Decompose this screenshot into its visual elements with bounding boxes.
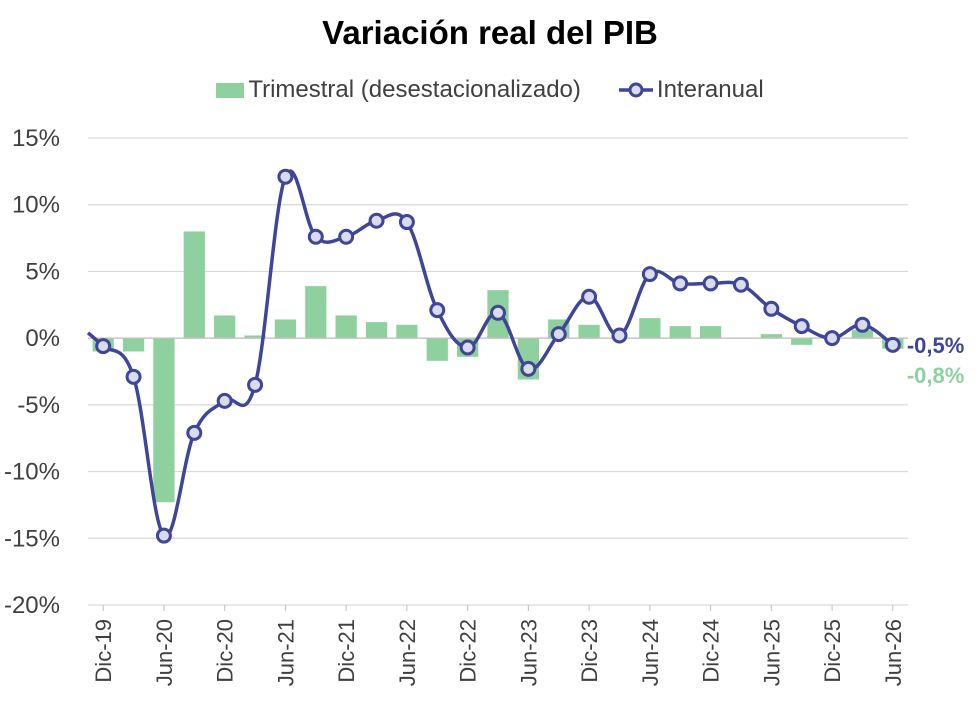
x-tick-label: Jun-20 bbox=[152, 619, 177, 686]
y-tick-label: 5% bbox=[25, 258, 60, 285]
line-point bbox=[793, 318, 810, 335]
line-point bbox=[429, 302, 446, 319]
x-tick-label: Dic-24 bbox=[699, 619, 724, 683]
annotation-interanual-last: -0,5% bbox=[907, 333, 964, 358]
line-point bbox=[125, 368, 142, 385]
annotation-trimestral-last: -0,8% bbox=[907, 363, 964, 388]
line-point bbox=[702, 275, 719, 292]
bar bbox=[669, 326, 691, 339]
x-tick-label: Jun-23 bbox=[516, 619, 541, 686]
line-point bbox=[247, 376, 264, 393]
line-point bbox=[398, 214, 415, 231]
line-point bbox=[732, 276, 749, 293]
x-tick-label: Jun-24 bbox=[638, 619, 663, 686]
line-point bbox=[581, 288, 598, 305]
y-tick-label: -15% bbox=[4, 525, 60, 552]
line-point bbox=[368, 212, 385, 229]
bar bbox=[122, 338, 145, 352]
legend-label-bar: Trimestral (desestacionalizado) bbox=[248, 76, 581, 103]
bar bbox=[183, 231, 205, 339]
legend: Trimestral (desestacionalizado) Interanu… bbox=[0, 76, 980, 104]
x-tick-label: Jun-26 bbox=[881, 619, 906, 686]
bar bbox=[274, 319, 297, 339]
line-point bbox=[884, 336, 901, 353]
x-tick-label: Dic-21 bbox=[334, 619, 359, 683]
legend-bar-swatch bbox=[216, 82, 245, 98]
line-point bbox=[520, 360, 537, 377]
bar bbox=[426, 338, 448, 361]
legend-item-line: Interanual bbox=[618, 76, 764, 104]
bar bbox=[760, 334, 782, 339]
line-point bbox=[490, 304, 506, 321]
line-point bbox=[216, 392, 233, 409]
legend-item-bar: Trimestral (desestacionalizado) bbox=[216, 76, 581, 104]
line-point bbox=[611, 327, 628, 344]
bar bbox=[639, 318, 661, 339]
x-tick-label: Dic-22 bbox=[456, 619, 481, 683]
line-point bbox=[641, 266, 658, 283]
y-tick-label: -5% bbox=[17, 392, 60, 419]
bar bbox=[851, 330, 874, 339]
line-point bbox=[307, 228, 324, 245]
bar bbox=[214, 315, 236, 339]
x-tick-label: Dic-19 bbox=[91, 619, 116, 683]
bar bbox=[699, 326, 722, 339]
bar bbox=[396, 324, 418, 339]
y-tick-label: -20% bbox=[4, 592, 60, 619]
line-point bbox=[155, 527, 172, 544]
chart-title: Variación real del PIB bbox=[322, 14, 658, 51]
line-point bbox=[95, 338, 112, 355]
line-point bbox=[277, 168, 294, 185]
line-point bbox=[338, 228, 355, 245]
bar bbox=[305, 286, 327, 339]
bar bbox=[791, 338, 813, 345]
y-tick-label: -10% bbox=[4, 459, 60, 486]
x-tick-label: Jun-22 bbox=[395, 619, 420, 686]
line-point bbox=[672, 275, 689, 292]
line-point bbox=[186, 424, 203, 441]
line-series-interanual bbox=[86, 169, 894, 538]
y-tick-label: 15% bbox=[12, 125, 60, 152]
line-point bbox=[854, 316, 871, 333]
bar bbox=[244, 335, 266, 339]
line-point bbox=[824, 330, 841, 347]
legend-line-marker-icon bbox=[618, 82, 653, 98]
line-point bbox=[550, 326, 567, 343]
x-tick-label: Jun-21 bbox=[273, 619, 298, 686]
x-tick-label: Jun-25 bbox=[759, 619, 784, 686]
x-tick-label: Dic-20 bbox=[213, 619, 238, 683]
bar bbox=[578, 324, 600, 339]
legend-label-line: Interanual bbox=[656, 76, 764, 103]
y-tick-label: 10% bbox=[12, 192, 60, 219]
line-point bbox=[459, 339, 476, 356]
x-tick-label: Dic-25 bbox=[820, 619, 845, 683]
y-tick-label: 0% bbox=[25, 325, 60, 352]
bar bbox=[335, 315, 357, 339]
x-tick-label: Dic-23 bbox=[577, 619, 602, 683]
bar bbox=[365, 322, 388, 339]
line-point bbox=[763, 300, 780, 317]
bar bbox=[153, 338, 175, 503]
